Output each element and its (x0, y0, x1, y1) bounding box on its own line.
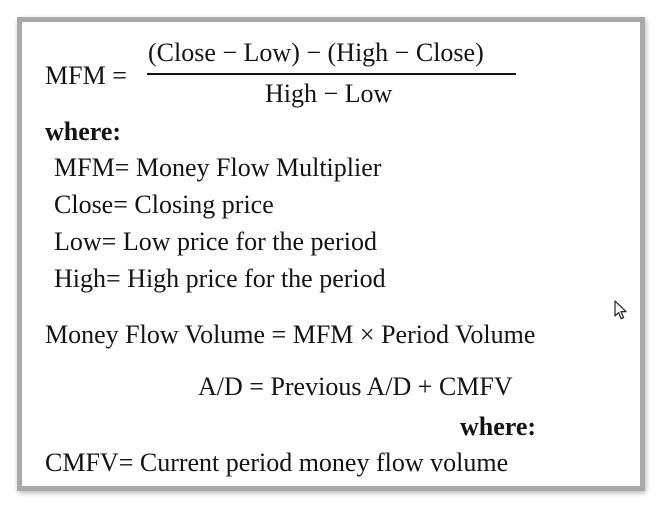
where-heading: where: (45, 117, 122, 146)
definition-close: Close= Closing price (54, 190, 274, 219)
money-flow-volume-formula: Money Flow Volume = MFM × Period Volume (45, 320, 536, 349)
definition-low: Low= Low price for the period (54, 227, 377, 256)
mfm-formula-label: MFM = (45, 61, 127, 90)
mfm-numerator: (Close − Low) − (High − Close) (148, 38, 484, 67)
fraction-bar (147, 73, 516, 75)
definition-cmfv: CMFV= Current period money flow volume (45, 448, 509, 477)
definition-high: High= High price for the period (54, 264, 386, 293)
ad-formula: A/D = Previous A/D + CMFV (198, 372, 513, 401)
mouse-pointer-icon (614, 300, 627, 320)
where-heading-2: where: (460, 412, 537, 441)
definition-mfm: MFM= Money Flow Multiplier (54, 153, 382, 182)
slide-frame (17, 17, 645, 491)
mfm-denominator: High − Low (265, 79, 393, 108)
